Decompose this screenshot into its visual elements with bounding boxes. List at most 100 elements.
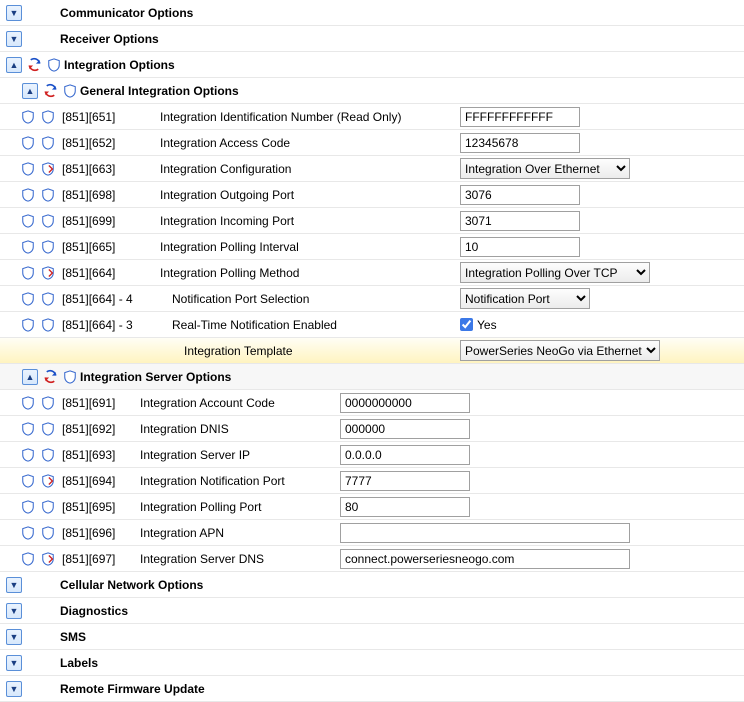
value-input[interactable] <box>340 471 470 491</box>
shield-icon <box>40 395 56 411</box>
section-label: Cellular Network Options <box>60 578 203 592</box>
table-row: [851][694]Integration Notification Port <box>0 468 744 494</box>
value-input[interactable] <box>340 419 470 439</box>
shield-icon <box>20 213 36 229</box>
template-select[interactable]: PowerSeries NeoGo via Ethernet <box>460 340 660 361</box>
table-row: [851][651]Integration Identification Num… <box>0 104 744 130</box>
field-code: [851][664] - 3 <box>62 318 172 332</box>
value-checkbox[interactable] <box>460 318 473 331</box>
refresh-icon[interactable] <box>42 369 58 385</box>
table-row: [851][663]Integration ConfigurationInteg… <box>0 156 744 182</box>
field-code: [851][697] <box>62 552 140 566</box>
section-label: Integration Options <box>64 58 175 72</box>
field-code: [851][692] <box>62 422 140 436</box>
section-label: General Integration Options <box>80 84 239 98</box>
field-label: Integration Identification Number (Read … <box>160 110 401 124</box>
section-cellular[interactable]: ▼ Cellular Network Options <box>0 572 744 598</box>
expand-icon[interactable]: ▼ <box>6 629 22 645</box>
value-input[interactable] <box>340 393 470 413</box>
table-row: [851][697]Integration Server DNS <box>0 546 744 572</box>
value-input[interactable] <box>460 211 580 231</box>
shield-icon <box>40 265 56 281</box>
shield-icon <box>20 317 36 333</box>
value-input[interactable] <box>340 523 630 543</box>
expand-icon[interactable]: ▼ <box>6 31 22 47</box>
shield-icon <box>20 135 36 151</box>
field-label: Integration Incoming Port <box>160 214 294 228</box>
checkbox-label: Yes <box>477 318 497 332</box>
shield-icon <box>20 499 36 515</box>
field-label: Integration Polling Method <box>160 266 299 280</box>
value-input[interactable] <box>460 185 580 205</box>
refresh-icon[interactable] <box>26 57 42 73</box>
expand-icon[interactable]: ▼ <box>6 577 22 593</box>
section-integration[interactable]: ▲ Integration Options <box>0 52 744 78</box>
shield-icon <box>40 551 56 567</box>
value-input[interactable] <box>460 107 580 127</box>
shield-icon <box>40 473 56 489</box>
shield-icon <box>20 265 36 281</box>
value-input[interactable] <box>340 549 630 569</box>
table-row: [851][696]Integration APN <box>0 520 744 546</box>
section-communicator[interactable]: ▼ Communicator Options <box>0 0 744 26</box>
shield-icon <box>40 109 56 125</box>
table-row: [851][664] - 4Notification Port Selectio… <box>0 286 744 312</box>
table-row: [851][693]Integration Server IP <box>0 442 744 468</box>
collapse-icon[interactable]: ▲ <box>22 369 38 385</box>
table-row: [851][691]Integration Account Code <box>0 390 744 416</box>
section-diagnostics[interactable]: ▼ Diagnostics <box>0 598 744 624</box>
field-label: Integration Polling Interval <box>160 240 299 254</box>
field-code: [851][698] <box>62 188 160 202</box>
field-code: [851][652] <box>62 136 160 150</box>
shield-icon <box>46 57 62 73</box>
value-select[interactable]: Integration Polling Over TCP <box>460 262 650 283</box>
section-labels[interactable]: ▼ Labels <box>0 650 744 676</box>
field-code: [851][695] <box>62 500 140 514</box>
shield-icon <box>62 369 78 385</box>
expand-icon[interactable]: ▼ <box>6 5 22 21</box>
shield-icon <box>40 525 56 541</box>
shield-icon <box>20 447 36 463</box>
field-code: [851][696] <box>62 526 140 540</box>
collapse-icon[interactable]: ▲ <box>6 57 22 73</box>
expand-icon[interactable]: ▼ <box>6 655 22 671</box>
section-receiver[interactable]: ▼ Receiver Options <box>0 26 744 52</box>
shield-icon <box>20 551 36 567</box>
value-select[interactable]: Integration Over Ethernet <box>460 158 630 179</box>
field-code: [851][694] <box>62 474 140 488</box>
shield-icon <box>40 239 56 255</box>
shield-icon <box>40 317 56 333</box>
field-label: Integration Server DNS <box>140 552 264 566</box>
table-row: [851][664] - 3Real-Time Notification Ena… <box>0 312 744 338</box>
section-sms[interactable]: ▼ SMS <box>0 624 744 650</box>
section-server-options[interactable]: ▲ Integration Server Options <box>0 364 744 390</box>
expand-icon[interactable]: ▼ <box>6 681 22 697</box>
table-row: [851][652]Integration Access Code <box>0 130 744 156</box>
section-general-integration[interactable]: ▲ General Integration Options <box>0 78 744 104</box>
table-row: [851][664]Integration Polling Method Inte… <box>0 260 744 286</box>
value-input[interactable] <box>460 237 580 257</box>
value-select[interactable]: Notification Port <box>460 288 590 309</box>
section-label: Receiver Options <box>60 32 159 46</box>
section-label: Remote Firmware Update <box>60 682 205 696</box>
shield-icon <box>20 421 36 437</box>
table-row: [851][699]Integration Incoming Port <box>0 208 744 234</box>
section-firmware[interactable]: ▼ Remote Firmware Update <box>0 676 744 702</box>
field-code: [851][664] <box>62 266 160 280</box>
shield-icon <box>20 525 36 541</box>
value-input[interactable] <box>340 497 470 517</box>
section-label: Labels <box>60 656 98 670</box>
field-code: [851][651] <box>62 110 160 124</box>
field-label: Real-Time Notification Enabled <box>172 318 337 332</box>
field-code: [851][693] <box>62 448 140 462</box>
section-label: Integration Server Options <box>80 370 231 384</box>
collapse-icon[interactable]: ▲ <box>22 83 38 99</box>
refresh-icon[interactable] <box>42 83 58 99</box>
value-input[interactable] <box>460 133 580 153</box>
field-label: Integration Template <box>184 344 293 358</box>
row-integration-template: Integration Template PowerSeries NeoGo v… <box>0 338 744 364</box>
field-code: [851][663] <box>62 162 160 176</box>
expand-icon[interactable]: ▼ <box>6 603 22 619</box>
value-input[interactable] <box>340 445 470 465</box>
shield-icon <box>40 421 56 437</box>
